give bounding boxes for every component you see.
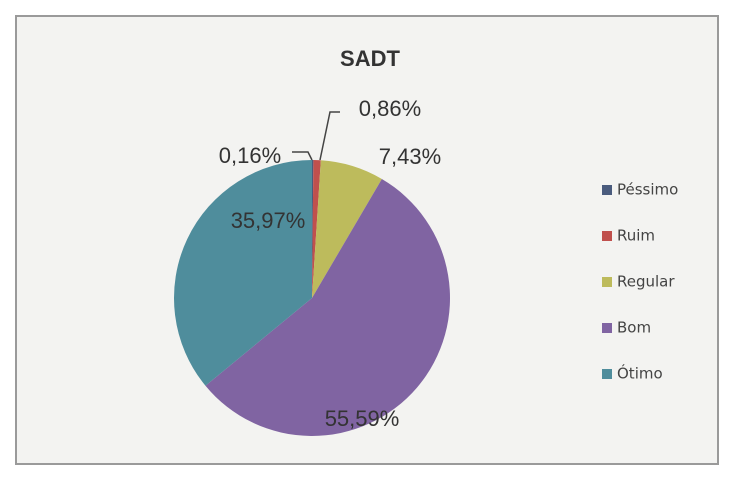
pie-slice [205,178,450,437]
legend-label: Regular [617,273,675,291]
legend-label: Bom [617,319,651,337]
data-label: 55,59% [325,406,400,431]
data-label: 0,16% [219,143,281,168]
leader-line [292,151,313,161]
data-label: 0,86% [359,96,421,121]
legend-swatch [602,323,612,333]
legend-swatch [602,277,612,287]
legend-swatch [602,231,612,241]
data-label: 7,43% [379,144,441,169]
legend-label: Ruim [617,227,655,245]
legend-swatch [602,369,612,379]
pie-slice [173,160,312,386]
pie-slice [312,160,314,298]
legend-label: Péssimo [617,181,678,199]
chart-title: SADT [340,46,400,71]
leader-line [319,111,340,161]
pie-slice [312,160,321,298]
pie-slice [312,160,382,298]
legend-swatch [602,185,612,195]
legend-label: Ótimo [617,364,663,383]
data-label: 35,97% [231,208,306,233]
